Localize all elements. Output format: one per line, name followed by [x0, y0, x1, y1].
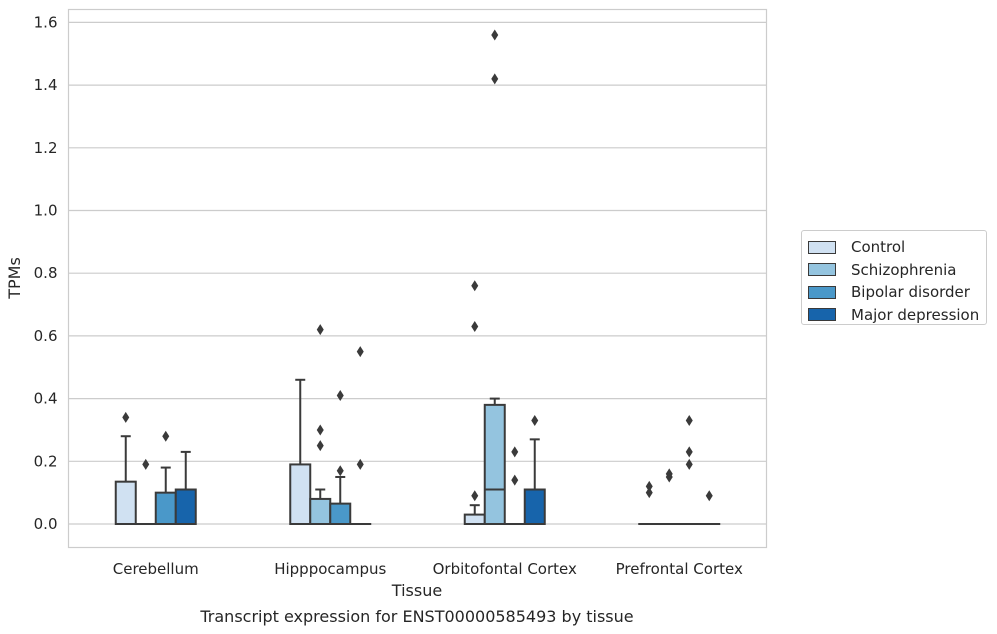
box-bipolar-disorder-hipppocampus: [329, 389, 352, 525]
y-tick-label: 1.4: [34, 76, 58, 94]
box-schizophrenia-hipppocampus: [309, 324, 332, 526]
box-schizophrenia-prefrontal-cortex: [658, 468, 681, 526]
box-control-hipppocampus: [289, 378, 312, 525]
y-tick-label: 1.2: [34, 139, 58, 157]
legend-label-schizophrenia: Schizophrenia: [851, 260, 957, 279]
outlier-point: [685, 446, 693, 458]
box-body: [114, 480, 137, 525]
box-body: [483, 403, 506, 525]
box-bipolar-disorder-cerebellum: [154, 430, 177, 525]
y-tick-label: 1.0: [34, 202, 58, 220]
legend-swatch-control: [808, 240, 836, 254]
legend-label-major-depression: Major depression: [851, 305, 980, 324]
box-body: [523, 488, 546, 526]
chart-title: Transcript expression for ENST0000058549…: [199, 607, 633, 626]
box-major-depression-orbitofontal-cortex: [523, 415, 546, 526]
box-schizophrenia-cerebellum: [134, 458, 157, 526]
y-tick-label: 0.2: [34, 452, 58, 470]
outlier-point: [356, 458, 364, 470]
box-marks: [114, 29, 721, 526]
y-tick-label: 0.0: [34, 515, 58, 533]
x-axis-ticks: Cerebellum Hipppocampus Orbitofontal Corte…: [113, 560, 743, 578]
legend-item-bipolar-disorder: Bipolar disorder: [808, 281, 986, 304]
outlier-point: [491, 29, 499, 41]
outlier-point: [471, 280, 479, 292]
y-axis-ticks: 0.0 0.2 0.4 0.6 0.8 1.0 1.2 1.4 1.6: [34, 13, 58, 533]
legend-swatch-schizophrenia: [808, 263, 836, 277]
y-tick-label: 0.8: [34, 264, 58, 282]
outlier-point: [645, 487, 653, 499]
outlier-point: [665, 468, 673, 480]
x-tick-label: Prefrontal Cortex: [616, 560, 743, 578]
box-body: [309, 497, 332, 526]
outlier-point: [685, 415, 693, 427]
outlier-point: [511, 446, 519, 458]
outlier-point: [122, 411, 130, 423]
legend-item-schizophrenia: Schizophrenia: [808, 259, 986, 282]
outlier-point: [705, 490, 713, 502]
legend-item-major-depression: Major depression: [808, 304, 986, 327]
y-tick-label: 0.6: [34, 327, 58, 345]
x-tick-label: Cerebellum: [113, 560, 199, 578]
outlier-point: [336, 389, 344, 401]
box-body: [289, 463, 312, 525]
outlier-point: [645, 480, 653, 492]
outlier-point: [356, 346, 364, 358]
legend: Control Schizophrenia Bipolar disorder M…: [801, 230, 987, 325]
box-body: [154, 491, 177, 525]
box-body: [174, 488, 197, 526]
outlier-point: [316, 440, 324, 452]
plot-frame: [67, 8, 768, 549]
x-tick-label: Hipppocampus: [274, 560, 386, 578]
y-tick-label: 0.4: [34, 390, 58, 408]
box-body: [329, 502, 352, 525]
x-axis-label: Tissue: [391, 581, 442, 600]
outlier-point: [162, 430, 170, 442]
outlier-point: [685, 458, 693, 470]
x-tick-label: Orbitofontal Cortex: [433, 560, 577, 578]
gridlines: [68, 21, 767, 525]
legend-label-control: Control: [851, 238, 906, 257]
box-bipolar-disorder-prefrontal-cortex: [678, 415, 701, 526]
y-tick-label: 1.6: [34, 13, 58, 31]
box-control-prefrontal-cortex: [638, 480, 661, 526]
box-control-orbitofontal-cortex: [463, 280, 486, 525]
outlier-point: [142, 458, 150, 470]
box-body: [463, 513, 486, 525]
outlier-point: [531, 415, 539, 427]
box-major-depression-hipppocampus: [349, 346, 372, 526]
legend-item-control: Control: [808, 236, 986, 259]
outlier-point: [511, 474, 519, 486]
outlier-point: [491, 73, 499, 85]
box-major-depression-cerebellum: [174, 450, 197, 526]
outlier-point: [471, 320, 479, 332]
box-bipolar-disorder-orbitofontal-cortex: [503, 446, 526, 526]
legend-swatch-major-depression: [808, 308, 836, 322]
outlier-point: [471, 490, 479, 502]
y-axis-label: TPMs: [5, 257, 24, 300]
outlier-point: [316, 324, 324, 336]
outlier-point: [336, 465, 344, 477]
box-schizophrenia-orbitofontal-cortex: [483, 29, 506, 525]
box-control-cerebellum: [114, 411, 137, 525]
legend-swatch-bipolar-disorder: [808, 285, 836, 299]
outlier-point: [316, 424, 324, 436]
legend-label-bipolar-disorder: Bipolar disorder: [851, 283, 970, 302]
box-major-depression-prefrontal-cortex: [698, 490, 721, 526]
